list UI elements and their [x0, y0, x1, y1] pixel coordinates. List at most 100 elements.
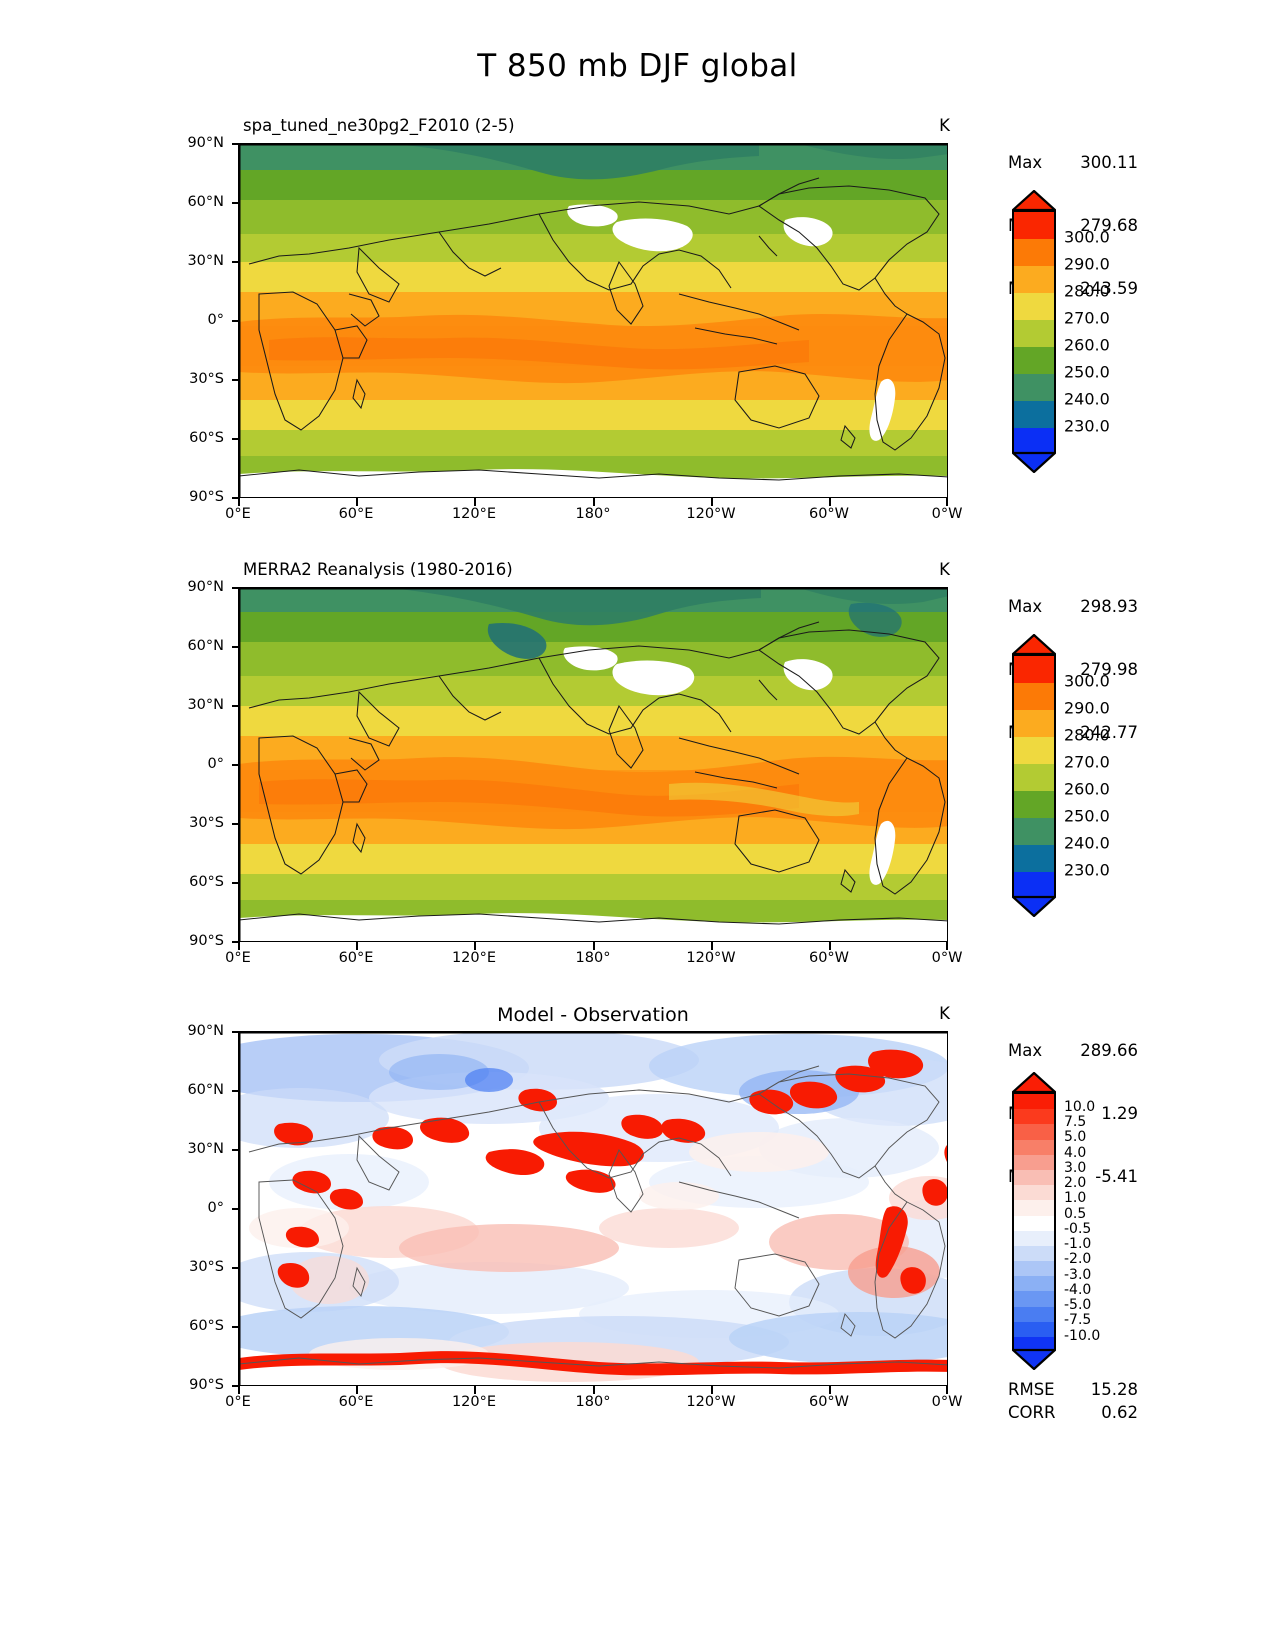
- lat-label: 60°N: [187, 1082, 224, 1098]
- longitude-axis-labels: 0°E 60°E 120°E 180° 120°W 60°W 0°W: [225, 1394, 962, 1418]
- lon-label: 180°: [575, 950, 611, 966]
- lon-label: 0°W: [931, 950, 963, 966]
- panel-title: spa_tuned_ne30pg2_F2010 (2-5): [243, 116, 515, 135]
- lat-label: 30°N: [187, 1141, 224, 1157]
- colorbar-tick: 1.0: [1064, 1190, 1087, 1206]
- latitude-axis-labels: 90°N 60°N 30°N 0° 30°S 60°S 90°S: [178, 1023, 232, 1393]
- lat-label: 90°N: [187, 579, 224, 595]
- lon-label: 60°E: [338, 506, 374, 522]
- colorbar-tick: 230.0: [1064, 860, 1110, 880]
- metric-label: RMSE: [1008, 1380, 1055, 1399]
- lat-label: 30°N: [187, 697, 224, 713]
- lon-label: 60°E: [338, 1394, 374, 1410]
- lat-label: 0°: [207, 312, 224, 328]
- longitude-axis-labels: 0°E 60°E 120°E 180° 120°W 60°W 0°W: [225, 950, 962, 974]
- colorbar-tick: 260.0: [1064, 335, 1110, 355]
- colorbar-tick: 290.0: [1064, 254, 1110, 274]
- stat-value: 289.66: [1080, 1041, 1138, 1060]
- colorbar-tick: -1.0: [1064, 1236, 1092, 1252]
- lat-label: 30°S: [189, 815, 224, 831]
- error-metrics: RMSE 15.28 CORR 0.62: [1008, 1378, 1138, 1424]
- lat-label: 60°N: [187, 638, 224, 654]
- lat-label: 0°: [207, 756, 224, 772]
- lon-label: 120°E: [451, 506, 497, 522]
- panel-unit-label: K: [939, 560, 950, 579]
- colorbar-tick: -10.0: [1064, 1328, 1101, 1344]
- colorbar-tick: 240.0: [1064, 389, 1110, 409]
- lon-label: 60°W: [808, 506, 850, 522]
- colorbar-tick: 4.0: [1064, 1145, 1087, 1161]
- stat-value: 243.59: [1080, 279, 1138, 298]
- stat-value: 300.11: [1080, 153, 1138, 172]
- colorbar-tick: 3.0: [1064, 1160, 1087, 1176]
- panel-title: MERRA2 Reanalysis (1980-2016): [243, 560, 513, 579]
- colorbar-tick: 250.0: [1064, 806, 1110, 826]
- colorbar-tick: 10.0: [1064, 1099, 1096, 1115]
- longitude-axis-labels: 0°E 60°E 120°E 180° 120°W 60°W 0°W: [225, 506, 962, 530]
- panel-unit-label: K: [939, 1004, 950, 1023]
- stat-label: Max: [1008, 153, 1043, 172]
- stat-value: 1.29: [1101, 1104, 1138, 1123]
- colorbar-tick: 270.0: [1064, 752, 1110, 772]
- map-observation[interactable]: [238, 587, 948, 942]
- lon-label: 60°W: [808, 1394, 850, 1410]
- colorbar-tick: -7.5: [1064, 1312, 1092, 1328]
- lon-label: 0°W: [931, 506, 963, 522]
- stat-value: -5.41: [1095, 1167, 1138, 1186]
- colorbar-tick: 7.5: [1064, 1114, 1087, 1130]
- colorbar-tick: 300.0: [1064, 671, 1110, 691]
- latitude-axis-labels: 90°N 60°N 30°N 0° 30°S 60°S 90°S: [178, 135, 232, 505]
- stat-value: 279.68: [1080, 216, 1138, 235]
- colorbar-tick: -0.5: [1064, 1221, 1092, 1237]
- lon-label: 60°E: [338, 950, 374, 966]
- lat-label: 60°S: [189, 874, 224, 890]
- map-difference[interactable]: [238, 1031, 948, 1386]
- metric-value: 0.62: [1101, 1403, 1138, 1422]
- colorbar-tick: 0.5: [1064, 1206, 1087, 1222]
- lon-label: 120°W: [686, 506, 736, 522]
- stat-value: 298.93: [1080, 597, 1138, 616]
- colorbar-tick: 270.0: [1064, 308, 1110, 328]
- panel-unit-label: K: [939, 116, 950, 135]
- lat-label: 90°S: [189, 489, 224, 505]
- lat-label: 90°N: [187, 1023, 224, 1039]
- metric-label: CORR: [1008, 1403, 1056, 1422]
- colorbar-tick: 5.0: [1064, 1129, 1087, 1145]
- lat-label: 60°S: [189, 1318, 224, 1334]
- lat-label: 30°S: [189, 371, 224, 387]
- lon-label: 120°E: [451, 1394, 497, 1410]
- lat-label: 90°N: [187, 135, 224, 151]
- colorbar-tick: 250.0: [1064, 362, 1110, 382]
- lat-label: 90°S: [189, 933, 224, 949]
- colorbar-tick: -5.0: [1064, 1297, 1092, 1313]
- lon-label: 180°: [575, 1394, 611, 1410]
- lon-label: 0°E: [225, 950, 251, 966]
- stat-label: Max: [1008, 597, 1043, 616]
- lon-label: 120°E: [451, 950, 497, 966]
- lat-label: 90°S: [189, 1377, 224, 1393]
- colorbar-tick: 280.0: [1064, 281, 1110, 301]
- stat-label: Max: [1008, 1041, 1043, 1060]
- lon-label: 180°: [575, 506, 611, 522]
- lat-label: 60°S: [189, 430, 224, 446]
- colorbar-tick: -4.0: [1064, 1282, 1092, 1298]
- map-model[interactable]: [238, 143, 948, 498]
- lat-label: 60°N: [187, 194, 224, 210]
- panel-title: Model - Observation: [497, 1004, 689, 1026]
- colorbar-tick: 240.0: [1064, 833, 1110, 853]
- colorbar-tick: -2.0: [1064, 1251, 1092, 1267]
- lon-label: 120°W: [686, 1394, 736, 1410]
- colorbar-tick: 2.0: [1064, 1175, 1087, 1191]
- page-title: T 850 mb DJF global: [477, 48, 798, 84]
- lon-label: 0°E: [225, 1394, 251, 1410]
- lon-label: 0°E: [225, 506, 251, 522]
- colorbar-tick: 230.0: [1064, 416, 1110, 436]
- lat-label: 30°S: [189, 1259, 224, 1275]
- metric-value: 15.28: [1090, 1380, 1138, 1399]
- colorbar-tick: -3.0: [1064, 1267, 1092, 1283]
- stat-value: 242.77: [1080, 723, 1138, 742]
- lat-label: 0°: [207, 1200, 224, 1216]
- lon-label: 0°W: [931, 1394, 963, 1410]
- colorbar-tick: 260.0: [1064, 779, 1110, 799]
- colorbar-tick: 300.0: [1064, 227, 1110, 247]
